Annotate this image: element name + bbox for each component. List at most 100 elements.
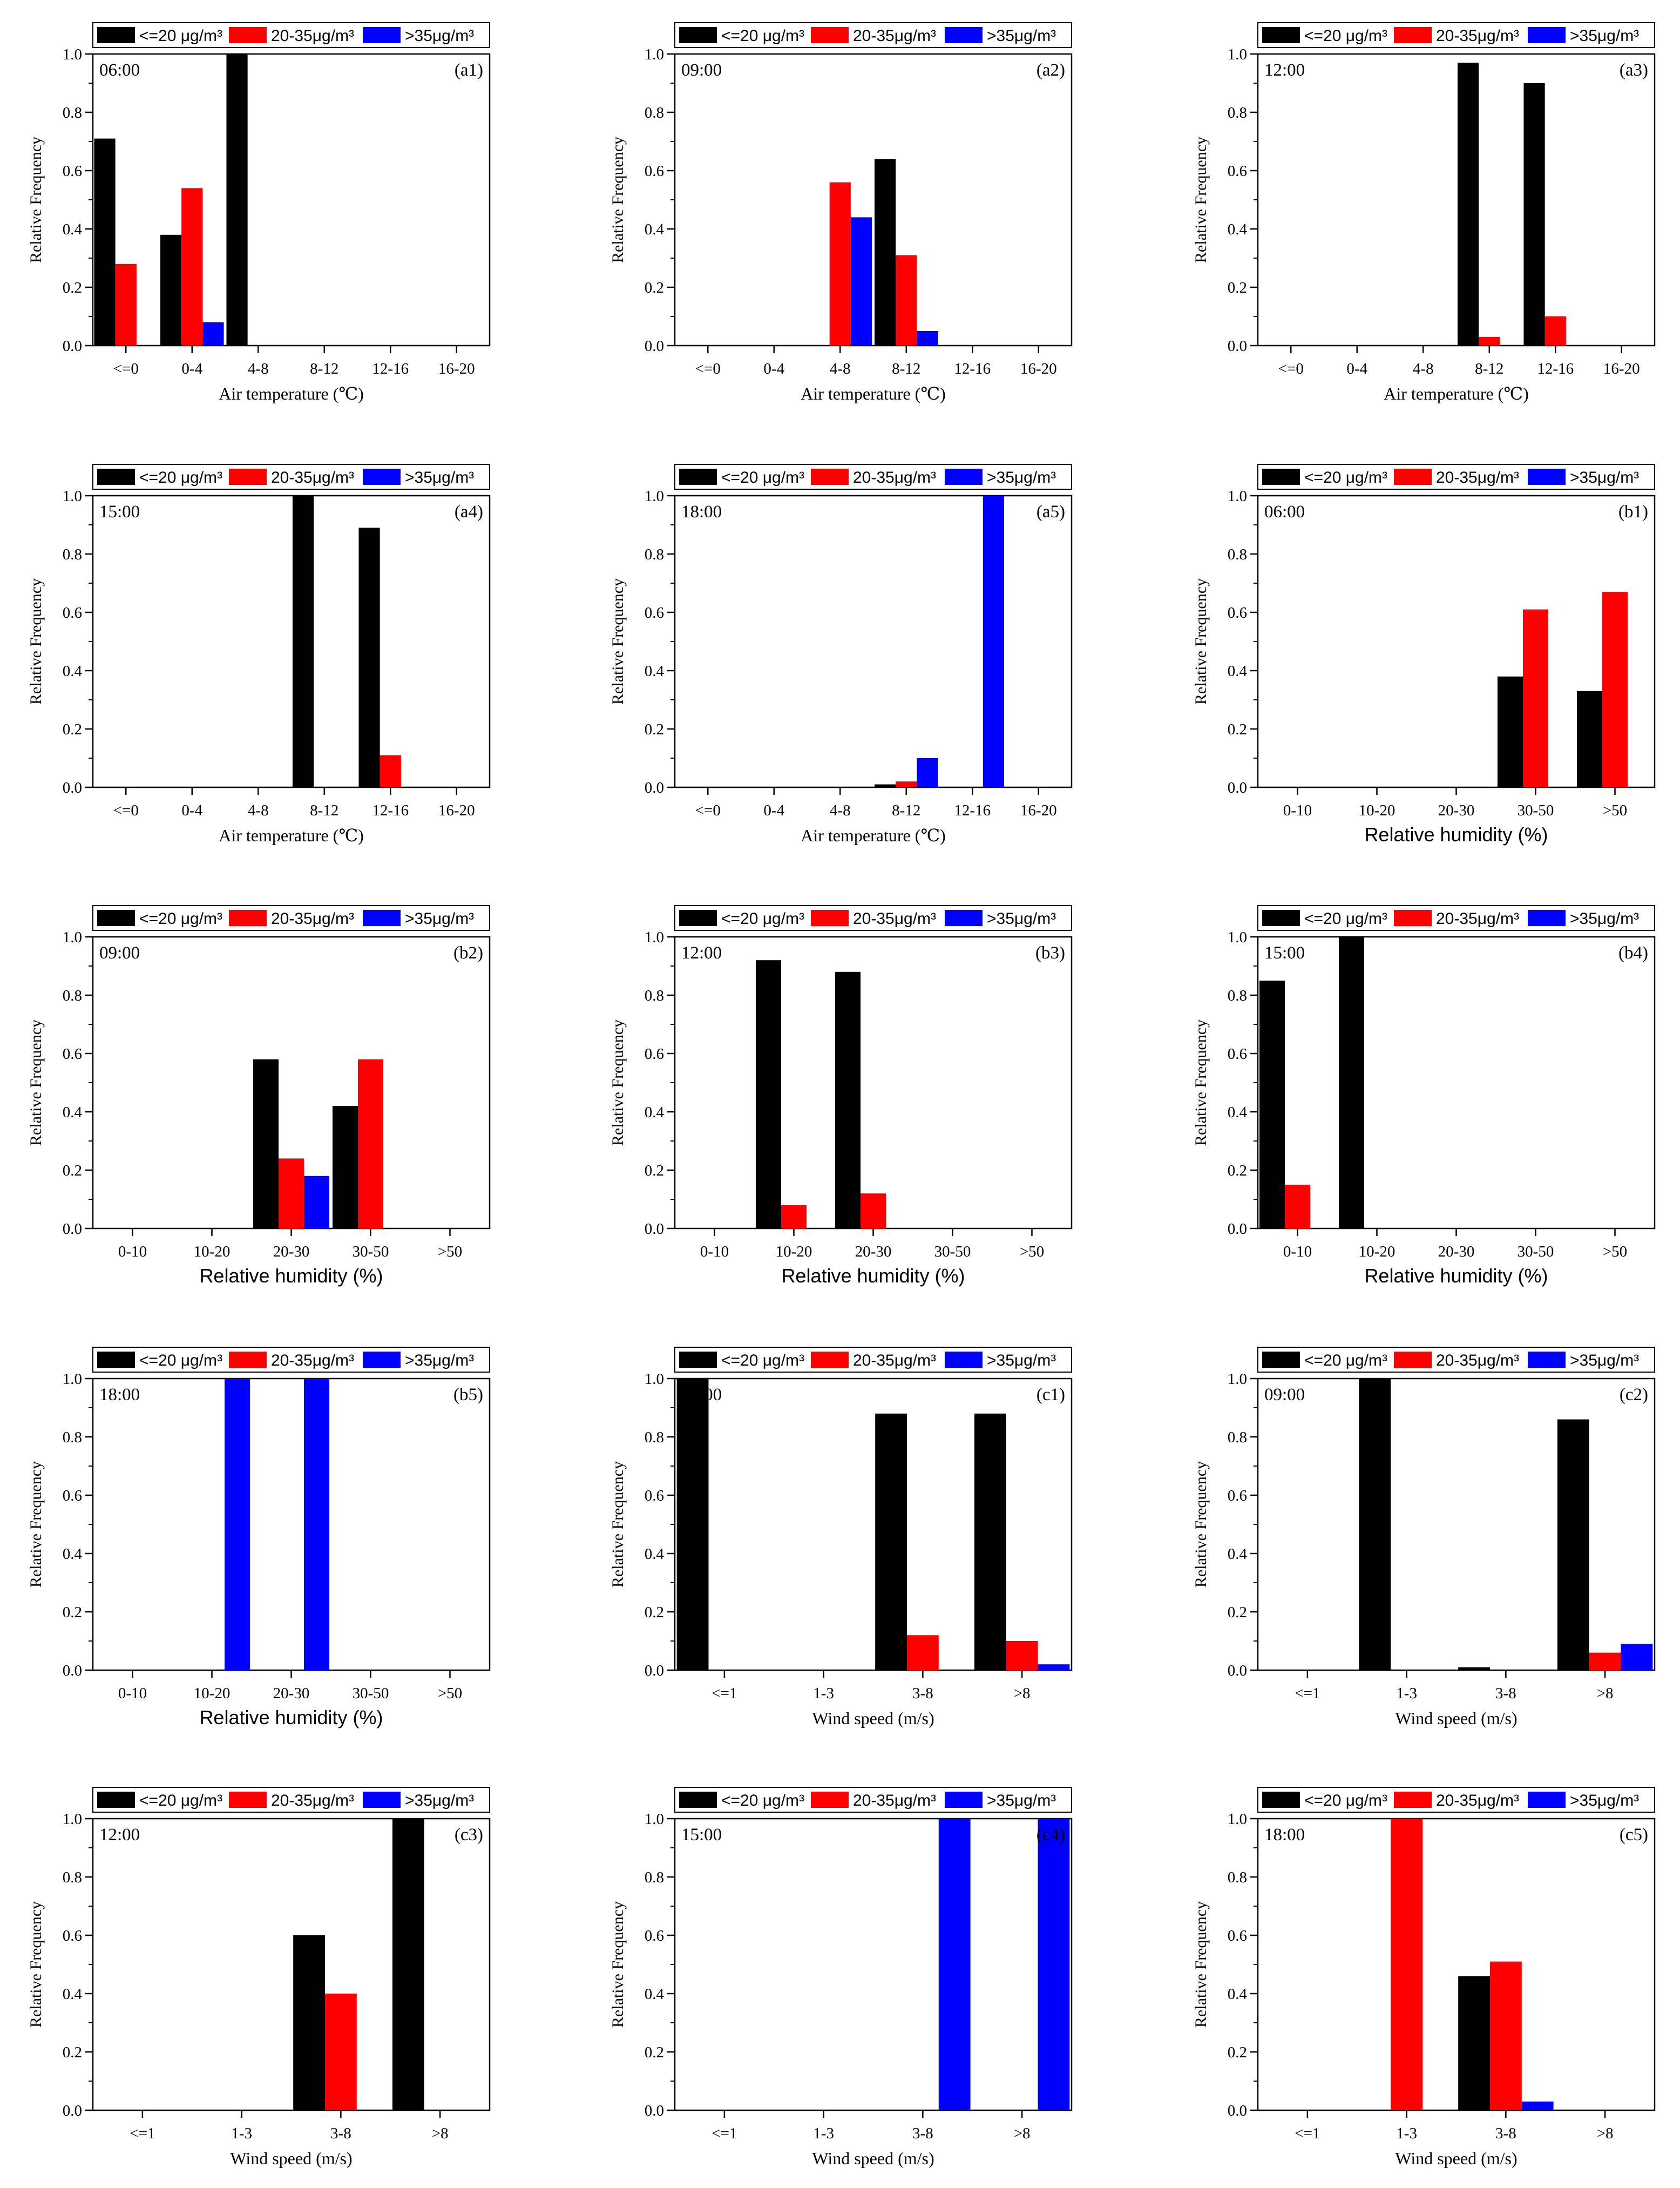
bar-b4-1-0: [1338, 937, 1364, 1228]
legend-box: [1257, 905, 1655, 931]
y-axis-label: Relative Frequency: [1192, 137, 1210, 263]
legend-swatch: [679, 469, 717, 485]
y-tick-label: 1.0: [1228, 1811, 1247, 1828]
legend-swatch: [1394, 910, 1432, 926]
legend: <=20 μg/m³ 20-35μg/m³ >35μg/m³: [1257, 905, 1655, 931]
bar-a5-3-2: [917, 758, 938, 787]
y-tick-label: 0.6: [63, 163, 82, 180]
bar-c5-2-2: [1521, 2101, 1554, 2110]
x-tick-label: >8: [1597, 1685, 1614, 1702]
legend-swatch: [229, 1792, 267, 1808]
y-tick-label: 0.6: [645, 163, 664, 180]
x-tick-label: 12-16: [954, 360, 991, 377]
time-label: 06:00: [681, 1385, 722, 1404]
legend-swatch: [945, 1792, 983, 1808]
x-tick-label: >8: [1597, 2125, 1614, 2142]
legend-entry: 20-35μg/m³: [1436, 27, 1519, 45]
x-axis-label: Wind speed (m/s): [812, 2149, 934, 2168]
x-tick-label: 8-12: [892, 802, 920, 819]
y-tick-label: 0.2: [645, 279, 664, 296]
bar-a2-3-2: [917, 331, 938, 346]
y-tick-label: 0.0: [63, 779, 82, 796]
bar-c2-1-0: [1359, 1379, 1391, 1670]
y-tick-label: 0.6: [645, 1045, 664, 1063]
bar-c3-2-1: [324, 1994, 357, 2110]
legend-entry: >35μg/m³: [405, 27, 474, 45]
legend-entry: >35μg/m³: [987, 1352, 1056, 1369]
legend-swatch: [229, 910, 267, 926]
bar-b3-2-1: [860, 1193, 886, 1228]
x-tick-label: <=0: [695, 360, 721, 377]
x-tick-label: 10-20: [776, 1243, 812, 1260]
y-tick-label: 0.4: [645, 221, 665, 238]
y-tick-label: 0.6: [645, 1927, 664, 1944]
legend-swatch: [679, 910, 717, 926]
legend-entry: >35μg/m³: [1570, 910, 1639, 928]
x-tick-label: 20-30: [1438, 802, 1475, 819]
x-tick-label: 0-10: [118, 1243, 147, 1260]
x-tick-label: 0-10: [1283, 802, 1312, 819]
y-tick-label: 0.0: [645, 1662, 664, 1679]
legend-entry: <=20 μg/m³: [1304, 1352, 1387, 1369]
y-tick-label: 0.4: [63, 663, 83, 680]
panel-id-label: (a4): [455, 502, 483, 522]
time-label: 09:00: [1264, 1385, 1305, 1404]
legend-swatch: [1394, 27, 1432, 43]
y-tick-label: 0.0: [63, 337, 82, 355]
legend-entry: >35μg/m³: [405, 1352, 474, 1369]
legend-box: [1257, 22, 1655, 48]
x-tick-label: 16-20: [1020, 360, 1057, 377]
panel-id-label: (c3): [455, 1825, 483, 1845]
time-label: 12:00: [1264, 60, 1305, 80]
y-tick-label: 0.2: [1228, 2044, 1247, 2061]
legend: <=20 μg/m³ 20-35μg/m³ >35μg/m³: [674, 22, 1072, 48]
y-axis-label: Relative Frequency: [1192, 1019, 1210, 1146]
x-tick-label: 20-30: [1438, 1243, 1475, 1260]
x-tick-label: <=0: [1278, 360, 1304, 377]
bar-a5-4-2: [983, 496, 1005, 787]
time-label: 06:00: [1264, 502, 1305, 522]
time-label: 18:00: [1264, 1825, 1305, 1845]
bar-c5-2-0: [1458, 1976, 1490, 2110]
y-tick-label: 0.8: [1228, 1429, 1247, 1446]
y-tick-label: 1.0: [645, 929, 664, 946]
bar-c1-0-0: [676, 1379, 709, 1670]
y-tick-label: 0.0: [1228, 1220, 1247, 1238]
y-tick-label: 0.8: [645, 987, 664, 1004]
y-tick-label: 0.8: [63, 104, 82, 121]
legend-swatch: [1528, 1352, 1566, 1368]
x-axis-label: Air temperature (℃): [801, 384, 946, 403]
legend-entry: 20-35μg/m³: [1436, 910, 1519, 928]
x-tick-label: 30-50: [1518, 1243, 1554, 1260]
bar-b2-3-0: [332, 1106, 358, 1228]
y-tick-label: 0.6: [645, 1487, 664, 1504]
y-tick-label: 0.0: [645, 779, 664, 796]
x-axis-label: Wind speed (m/s): [812, 1708, 934, 1728]
y-tick-label: 1.0: [1228, 488, 1247, 505]
legend-swatch: [1528, 469, 1566, 485]
bar-a3-4-0: [1523, 83, 1545, 346]
legend-box: [92, 22, 490, 48]
x-tick-label: 8-12: [1475, 360, 1503, 377]
x-tick-label: 12-16: [954, 802, 991, 819]
legend-swatch: [363, 910, 401, 926]
legend: <=20 μg/m³ 20-35μg/m³ >35μg/m³: [674, 1347, 1072, 1373]
legend-entry: >35μg/m³: [405, 469, 474, 487]
x-axis-label: Air temperature (℃): [1384, 384, 1529, 403]
legend-swatch: [945, 1352, 983, 1368]
bar-b1-3-1: [1522, 609, 1549, 787]
legend: <=20 μg/m³ 20-35μg/m³ >35μg/m³: [1257, 1347, 1655, 1373]
legend-swatch: [811, 1792, 849, 1808]
bar-c5-2-1: [1489, 1961, 1522, 2110]
legend-entry: >35μg/m³: [1570, 1792, 1639, 1809]
legend-entry: <=20 μg/m³: [721, 469, 804, 487]
x-tick-label: >8: [1014, 2125, 1031, 2142]
legend-entry: >35μg/m³: [1570, 469, 1639, 487]
legend-box: [674, 464, 1072, 490]
time-label: 12:00: [99, 1825, 140, 1845]
x-tick-label: 0-4: [763, 802, 784, 819]
